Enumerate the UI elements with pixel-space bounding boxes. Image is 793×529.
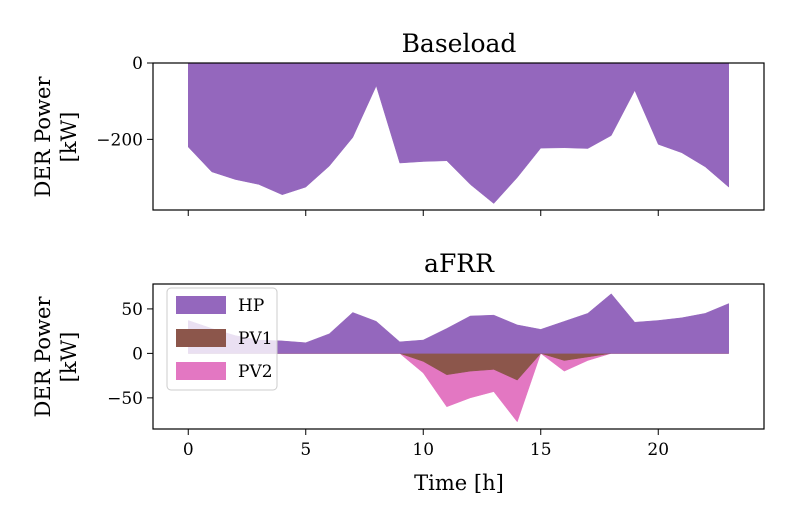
y-axis-label-line1: DER Power	[31, 296, 55, 418]
legend-label-pv2: PV2	[238, 362, 273, 382]
x-tick-label: 10	[412, 440, 434, 460]
y-tick-label: −200	[96, 130, 143, 150]
x-ticks	[187, 210, 659, 216]
x-tick-label: 0	[183, 440, 194, 460]
x-tick-label: 20	[647, 440, 669, 460]
legend-swatch-pv2	[176, 362, 226, 380]
axes-frame	[152, 283, 765, 430]
y-tick-label: 0	[132, 344, 143, 364]
legend: HP PV1 PV2	[166, 287, 278, 391]
subplot-baseload: Baseload 0 −200 DER Power [kW]	[31, 29, 765, 216]
area-hp	[188, 62, 729, 204]
y-tick-label: 50	[121, 300, 143, 320]
x-tick-label: 5	[300, 440, 311, 460]
legend-label-hp: HP	[238, 296, 264, 316]
subplot-afrr: aFRR 50 0 −50 0 5 10 15 20 DER Power [kW] Time…	[31, 249, 765, 495]
subplot-title: aFRR	[424, 249, 495, 278]
x-axis-label: Time [h]	[414, 471, 504, 495]
y-axis-label-line2: [kW]	[57, 332, 81, 383]
y-ticks: 50 0 −50	[107, 300, 153, 409]
legend-swatch-pv1	[176, 329, 226, 347]
x-ticks: 0 5 10 15 20	[183, 429, 669, 460]
axes-frame	[152, 62, 765, 211]
y-tick-label: −50	[107, 389, 143, 409]
y-tick-label: 0	[132, 54, 143, 74]
subplot-title: Baseload	[402, 29, 517, 58]
legend-swatch-hp	[176, 296, 226, 314]
plot-area	[188, 62, 729, 204]
x-tick-label: 15	[530, 440, 552, 460]
y-ticks: 0 −200	[96, 54, 153, 150]
legend-label-pv1: PV1	[238, 329, 273, 349]
y-axis-label-line2: [kW]	[57, 112, 81, 163]
y-axis-label-line1: DER Power	[31, 76, 55, 198]
legend-entries: HP PV1 PV2	[176, 296, 273, 382]
